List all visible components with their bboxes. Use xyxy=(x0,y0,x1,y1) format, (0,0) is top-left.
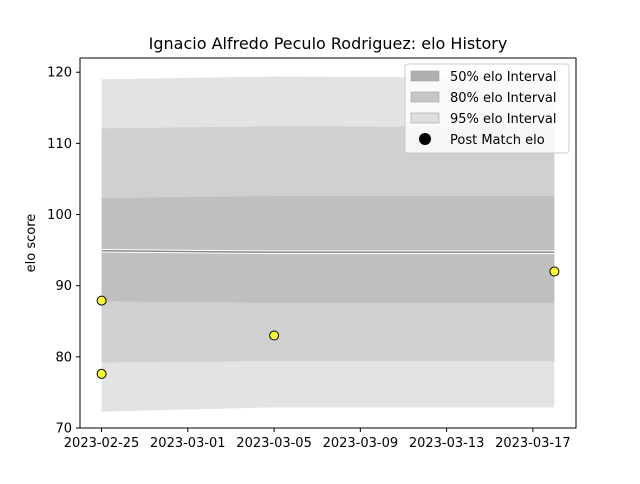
post-match-points xyxy=(96,266,560,379)
x-axis: 2023-02-25 2023-03-01 2023-03-05 2023-03-09… xyxy=(64,428,571,451)
legend-swatch xyxy=(410,112,440,124)
y-axis-label: elo score xyxy=(24,214,39,273)
y-tick-label: 80 xyxy=(55,350,72,365)
post-match-point xyxy=(96,295,107,306)
x-tick-label: 2023-03-13 xyxy=(409,436,485,451)
y-tick-label: 100 xyxy=(47,208,72,223)
interval-bands xyxy=(101,76,555,412)
x-tick-label: 2023-03-01 xyxy=(150,436,226,451)
y-tick-label: 90 xyxy=(55,279,72,294)
post-match-point xyxy=(549,266,560,277)
y-tick-label: 70 xyxy=(55,422,72,437)
x-tick-label: 2023-02-25 xyxy=(64,436,140,451)
post-match-point xyxy=(96,368,107,379)
y-axis: 70 80 90 100 110 120 xyxy=(47,66,80,437)
legend-label: 50% elo Interval xyxy=(450,70,557,85)
band-50-percent xyxy=(101,196,555,303)
legend-marker xyxy=(419,133,431,145)
x-tick-label: 2023-03-09 xyxy=(323,436,399,451)
post-match-point xyxy=(269,330,280,341)
chart-title: Ignacio Alfredo Peculo Rodriguez: elo Hi… xyxy=(149,34,508,53)
legend-swatch xyxy=(410,70,440,82)
mean-line-layer xyxy=(101,249,555,255)
legend-label: Post Match elo xyxy=(450,133,545,148)
y-tick-label: 110 xyxy=(47,137,72,152)
plot-frame xyxy=(79,57,577,429)
chart-legend: 50% elo Interval 80% elo Interval 95% elo … xyxy=(404,63,570,154)
legend-swatch xyxy=(410,91,440,103)
mean-line xyxy=(101,250,555,254)
legend-box xyxy=(404,63,570,154)
x-tick-label: 2023-03-05 xyxy=(236,436,312,451)
legend-label: 80% elo Interval xyxy=(450,91,557,106)
legend-label: 95% elo Interval xyxy=(450,112,557,127)
y-tick-label: 120 xyxy=(47,66,72,81)
x-tick-label: 2023-03-17 xyxy=(495,436,571,451)
